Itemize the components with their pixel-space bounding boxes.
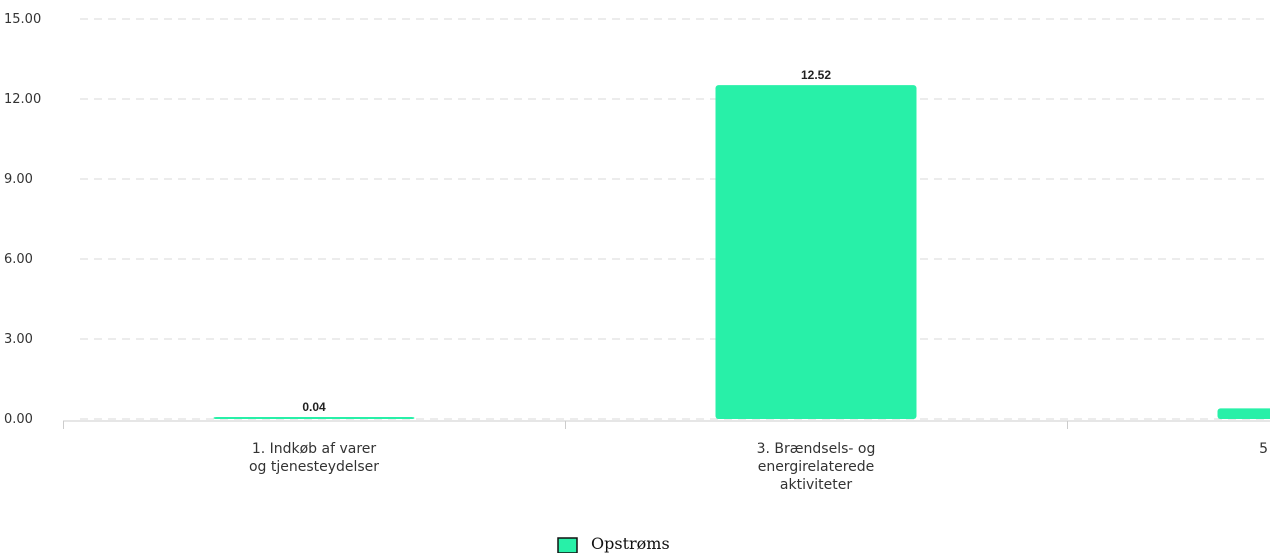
bar[interactable] xyxy=(715,85,917,419)
category-label: 1. Indkøb af varer xyxy=(252,441,377,457)
bar[interactable] xyxy=(1217,408,1270,419)
category-label: 3. Brændsels- og xyxy=(757,441,876,457)
bar[interactable] xyxy=(213,417,415,419)
y-tick-label: 12.00 xyxy=(4,92,41,107)
legend-label[interactable]: Opstrøms xyxy=(591,534,670,553)
y-tick-label: 9.00 xyxy=(4,172,33,187)
legend-swatch[interactable] xyxy=(557,537,578,553)
y-tick-label: 0.00 xyxy=(4,412,33,427)
grid-lines xyxy=(80,18,1270,420)
x-axis-ticks xyxy=(63,421,1068,429)
y-tick-label: 6.00 xyxy=(4,252,33,267)
data-labels: 0.04 12.52 xyxy=(302,68,831,414)
y-tick-label: 15.00 xyxy=(4,12,41,27)
data-label: 12.52 xyxy=(801,68,831,82)
y-axis-ticks: 0.00 3.00 6.00 9.00 12.00 15.00 xyxy=(4,12,41,427)
category-label: og tjenesteydelser xyxy=(249,459,379,475)
data-label: 0.04 xyxy=(302,400,326,414)
category-label: 5 xyxy=(1259,441,1268,457)
category-label: aktiviteter xyxy=(780,477,852,493)
y-tick-label: 3.00 xyxy=(4,332,33,347)
category-labels: 1. Indkøb af varer og tjenesteydelser 3. B… xyxy=(249,441,1268,493)
category-label: energirelaterede xyxy=(758,459,875,475)
legend[interactable]: Opstrøms xyxy=(557,534,670,553)
bar-series xyxy=(213,85,1270,419)
